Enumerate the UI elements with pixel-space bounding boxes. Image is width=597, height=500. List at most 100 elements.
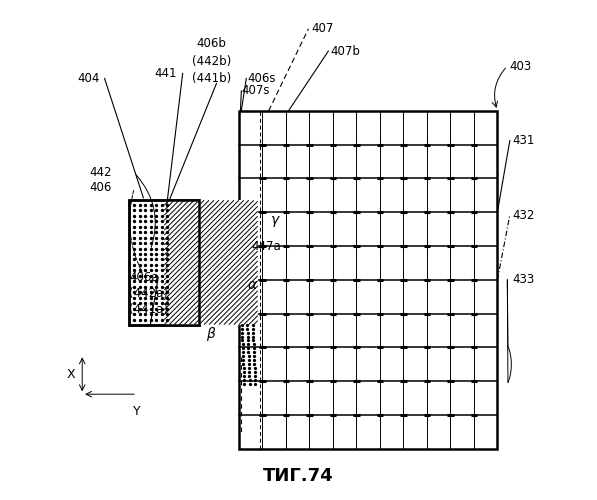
Point	[146, 206, 156, 214]
Text: γ: γ	[271, 212, 279, 226]
Point	[162, 278, 172, 285]
Point	[249, 340, 259, 348]
Point	[130, 239, 139, 247]
Point	[146, 272, 156, 280]
Point	[157, 234, 167, 241]
Point	[130, 261, 139, 269]
Point	[249, 344, 259, 352]
Point	[248, 332, 258, 340]
Point	[135, 310, 144, 318]
Point	[238, 348, 248, 356]
Text: 432: 432	[512, 208, 535, 222]
Point	[244, 360, 254, 368]
Point	[140, 206, 150, 214]
Point	[135, 294, 144, 302]
Point	[130, 212, 139, 220]
Text: α: α	[248, 278, 257, 292]
Point	[239, 364, 248, 372]
Text: 433: 433	[512, 274, 534, 286]
Point	[152, 228, 161, 236]
Point	[248, 336, 258, 344]
Point	[146, 299, 156, 307]
Point	[152, 239, 161, 247]
Text: (441b): (441b)	[192, 72, 231, 85]
Point	[243, 332, 253, 340]
Text: ΤИГ.74: ΤИГ.74	[263, 467, 334, 485]
Point	[146, 222, 156, 230]
Point	[245, 372, 254, 380]
Point	[152, 272, 161, 280]
Point	[135, 304, 144, 312]
Point	[135, 212, 144, 220]
Point	[242, 320, 252, 328]
Point	[152, 250, 161, 258]
Point	[157, 299, 167, 307]
Point	[250, 368, 260, 376]
Point	[146, 294, 156, 302]
Point	[162, 250, 172, 258]
Point	[152, 217, 161, 225]
Point	[238, 344, 248, 352]
Point	[162, 201, 172, 209]
Point	[130, 217, 139, 225]
Point	[140, 261, 150, 269]
Point	[146, 256, 156, 264]
Point	[152, 256, 161, 264]
Point	[146, 244, 156, 252]
Text: X: X	[67, 368, 76, 381]
Point	[152, 294, 161, 302]
Point	[140, 212, 150, 220]
Point	[130, 278, 139, 285]
Point	[130, 228, 139, 236]
Text: 431: 431	[512, 134, 535, 147]
Point	[157, 283, 167, 291]
Point	[249, 348, 259, 356]
Point	[248, 324, 258, 332]
Text: 404: 404	[77, 72, 100, 85]
Point	[157, 222, 167, 230]
Point	[130, 250, 139, 258]
Point	[248, 328, 258, 336]
Text: 406a: 406a	[130, 271, 159, 284]
Text: 403: 403	[510, 60, 532, 72]
Point	[152, 261, 161, 269]
Point	[157, 256, 167, 264]
Point	[239, 380, 249, 388]
Point	[152, 288, 161, 296]
Point	[157, 217, 167, 225]
Point	[250, 352, 259, 360]
Point	[130, 244, 139, 252]
Point	[239, 376, 249, 384]
Point	[130, 310, 139, 318]
Point	[157, 250, 167, 258]
Point	[152, 283, 161, 291]
Point	[243, 328, 253, 336]
Point	[140, 266, 150, 274]
Point	[146, 266, 156, 274]
Point	[250, 372, 260, 380]
Text: 447a: 447a	[251, 240, 281, 253]
Point	[162, 266, 172, 274]
Point	[238, 356, 248, 364]
Text: 441: 441	[154, 67, 177, 80]
Point	[152, 234, 161, 241]
Point	[140, 222, 150, 230]
Point	[135, 244, 144, 252]
Point	[244, 368, 254, 376]
Point	[152, 316, 161, 324]
Point	[140, 201, 150, 209]
Point	[157, 310, 167, 318]
Point	[135, 299, 144, 307]
Point	[250, 380, 260, 388]
Point	[140, 283, 150, 291]
Point	[135, 217, 144, 225]
Point	[239, 372, 249, 380]
Point	[140, 256, 150, 264]
Point	[238, 336, 247, 344]
Point	[130, 294, 139, 302]
Text: Y: Y	[133, 405, 141, 418]
Point	[146, 261, 156, 269]
Point	[162, 256, 172, 264]
Text: (442a): (442a)	[130, 287, 168, 300]
Point	[135, 288, 144, 296]
